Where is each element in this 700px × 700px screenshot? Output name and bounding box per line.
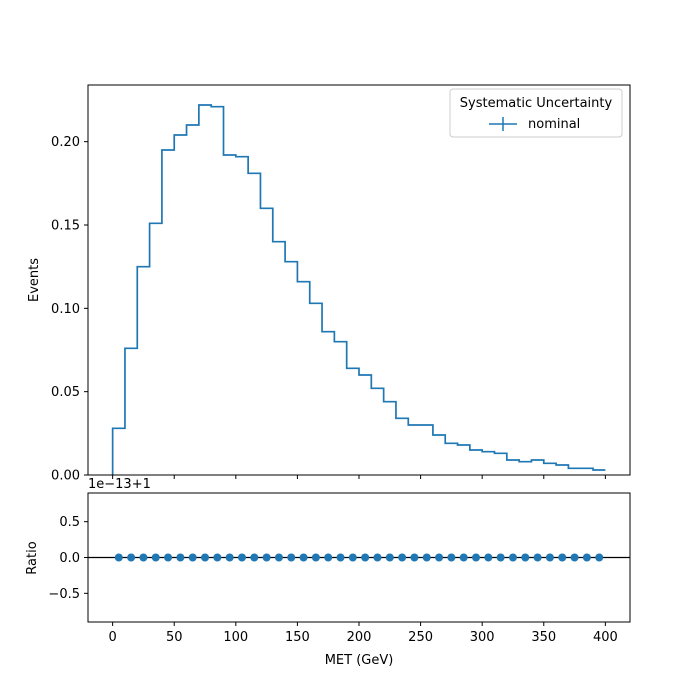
ratio-point xyxy=(570,553,579,562)
ratio-point xyxy=(348,553,357,562)
ratio-x-tick-label: 0 xyxy=(108,630,116,645)
ratio-x-tick-label: 250 xyxy=(408,630,433,645)
ratio-point xyxy=(250,553,259,562)
ratio-point xyxy=(385,553,394,562)
ratio-point xyxy=(151,553,160,562)
main-y-tick-label: 0.20 xyxy=(51,135,80,150)
ratio-point xyxy=(447,553,456,562)
ratio-point xyxy=(508,553,517,562)
ratio-x-tick-label: 200 xyxy=(347,630,372,645)
main-y-tick-label: 0.05 xyxy=(51,385,80,400)
ratio-point xyxy=(114,553,123,562)
ratio-point xyxy=(225,553,234,562)
legend: Systematic Uncertainty nominal xyxy=(449,88,623,138)
ratio-y-tick-label: 0.0 xyxy=(59,551,80,566)
ratio-x-tick-label: 100 xyxy=(223,630,248,645)
ratio-point xyxy=(262,553,271,562)
ratio-y-axis-label: Ratio xyxy=(25,541,40,574)
ratio-point xyxy=(237,553,246,562)
ratio-point xyxy=(545,553,554,562)
main-plot-area xyxy=(111,104,606,475)
ratio-x-tick-label: 50 xyxy=(166,630,183,645)
ratio-point xyxy=(496,553,505,562)
ratio-x-axis-label: MET (GeV) xyxy=(325,653,394,668)
main-panel: 0.00 0.05 0.10 0.15 0.20 Events Systematic U… xyxy=(27,84,631,484)
ratio-point xyxy=(127,553,136,562)
ratio-point xyxy=(459,553,468,562)
main-y-tick-label: 0.00 xyxy=(51,469,80,484)
ratio-point xyxy=(336,553,345,562)
ratio-offset-label: 1e−13+1 xyxy=(88,477,151,492)
ratio-point xyxy=(274,553,283,562)
ratio-point xyxy=(472,553,481,562)
ratio-point xyxy=(201,553,210,562)
main-y-axis: 0.00 0.05 0.10 0.15 0.20 xyxy=(51,135,88,484)
ratio-x-tick-label: 300 xyxy=(470,630,495,645)
main-x-axis xyxy=(112,475,606,479)
ratio-point xyxy=(213,553,222,562)
legend-label-nominal: nominal xyxy=(528,117,580,132)
ratio-point xyxy=(373,553,382,562)
ratio-point xyxy=(582,553,591,562)
ratio-point xyxy=(521,553,530,562)
ratio-x-axis: 0 50 100 150 200 250 300 350 400 xyxy=(108,622,618,645)
ratio-y-tick-label: 0.5 xyxy=(59,515,80,530)
ratio-point xyxy=(410,553,419,562)
ratio-point xyxy=(558,553,567,562)
main-y-tick-label: 0.10 xyxy=(51,302,80,317)
ratio-point xyxy=(422,553,431,562)
ratio-point xyxy=(398,553,407,562)
ratio-point xyxy=(188,553,197,562)
ratio-point xyxy=(533,553,542,562)
ratio-point xyxy=(164,553,173,562)
ratio-x-tick-label: 350 xyxy=(531,630,556,645)
ratio-point xyxy=(324,553,333,562)
ratio-point xyxy=(435,553,444,562)
ratio-y-tick-label: −0.5 xyxy=(48,587,80,602)
main-y-tick-label: 0.15 xyxy=(51,219,80,234)
ratio-point xyxy=(361,553,370,562)
ratio-panel: −0.5 0.0 0.5 0 50 100 150 200 250 300 350 400 1e−1… xyxy=(25,477,631,668)
ratio-point xyxy=(287,553,296,562)
ratio-point xyxy=(139,553,148,562)
ratio-plot-area xyxy=(88,553,630,562)
histogram-step-nominal xyxy=(111,104,606,475)
ratio-point xyxy=(176,553,185,562)
main-y-axis-label: Events xyxy=(27,258,42,302)
legend-title: Systematic Uncertainty xyxy=(460,96,613,111)
ratio-x-tick-label: 400 xyxy=(593,630,618,645)
ratio-point xyxy=(311,553,320,562)
ratio-y-axis: −0.5 0.0 0.5 xyxy=(48,515,88,602)
ratio-point xyxy=(299,553,308,562)
legend-entry-nominal: nominal xyxy=(489,117,580,132)
legend-frame xyxy=(449,88,623,138)
ratio-point xyxy=(484,553,493,562)
ratio-point xyxy=(595,553,604,562)
ratio-x-tick-label: 150 xyxy=(285,630,310,645)
